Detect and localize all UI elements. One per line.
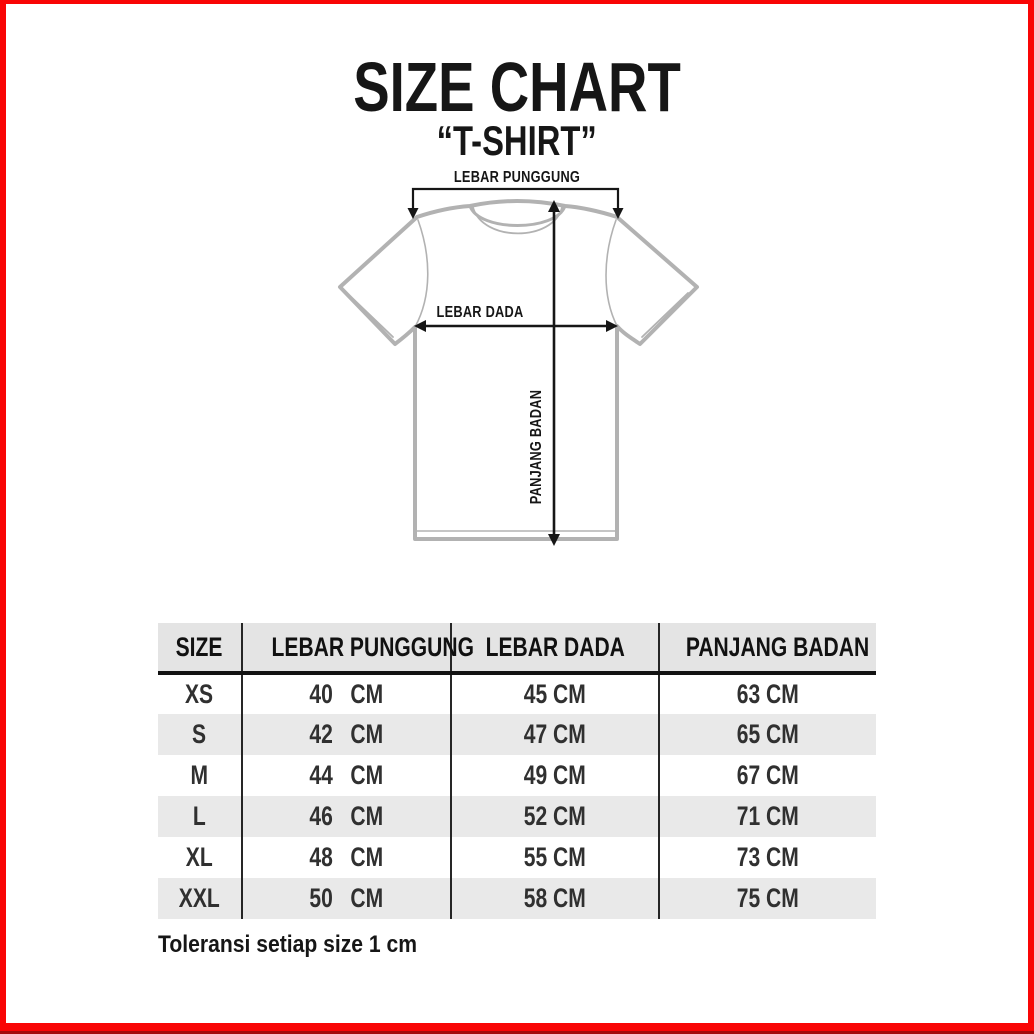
table-row-xxl: XXL 50 CM 58 CM 75 CM <box>158 878 876 919</box>
badan-cell: 71 CM <box>659 796 876 837</box>
length-arrowhead-top <box>547 200 560 212</box>
table-row-m: M 44 CM 49 CM 67 CM <box>158 755 876 796</box>
badan-cell: 65 CM <box>659 714 876 755</box>
size-table: SIZE LEBAR PUNGGUNG LEBAR DADA PANJANG B… <box>158 623 876 919</box>
size-cell: XL <box>158 837 243 878</box>
dada-cell: 47 CM <box>451 714 660 755</box>
size-cell: S <box>158 714 243 755</box>
chest-measure-label: LEBAR DADA <box>436 304 523 322</box>
page-subtitle: “T-SHIRT” <box>436 117 598 164</box>
tshirt-diagram-svg: LEBAR PUNGGUNG LEBAR DADA PANJANG BADAN <box>337 169 699 546</box>
tshirt-diagram: LEBAR PUNGGUNG LEBAR DADA PANJANG BADAN <box>6 164 1028 554</box>
badan-cell: 67 CM <box>736 760 800 790</box>
chest-arrowhead-left <box>413 320 426 332</box>
dada-cell: 45 CM <box>451 673 660 714</box>
page-title: SIZE CHART <box>353 48 681 126</box>
shoulder-measure-label: LEBAR PUNGGUNG <box>453 169 579 187</box>
dada-cell: 52 CM <box>451 796 660 837</box>
punggung-cell: 46 CM <box>242 796 452 837</box>
tolerance-note: Toleransi setiap size 1 cm <box>158 931 418 958</box>
table-row-xs: XS 40 CM 45 CM 63 CM <box>158 673 876 714</box>
shirt-outline <box>337 199 699 541</box>
badan-cell: 73 CM <box>736 842 800 872</box>
col-header-size: SIZE <box>158 623 243 675</box>
shoulder-arrowhead-left <box>407 208 418 219</box>
shoulder-measure-arrow <box>411 187 619 209</box>
length-measure-label: PANJANG BADAN <box>527 390 545 504</box>
bottom-edge-strip <box>0 1031 1034 1034</box>
col-header-panjang-badan: PANJANG BADAN <box>659 623 876 675</box>
length-arrowhead-bottom <box>547 534 560 546</box>
size-cell: M <box>158 755 243 796</box>
size-cell: XS <box>158 673 243 714</box>
punggung-cell: 50 CM <box>242 878 452 919</box>
dada-cell: 49 CM <box>451 755 660 796</box>
size-cell: XXL <box>158 878 243 919</box>
table-row-xl: XL 48 CM 55 CM 73 CM <box>158 837 876 878</box>
size-cell: L <box>158 796 243 837</box>
table-row-l: L 46 CM 52 CM 71 CM <box>158 796 876 837</box>
badan-cell: 75 CM <box>659 878 876 919</box>
dada-cell: 55 CM <box>451 837 660 878</box>
table-row-s: S 42 CM 47 CM 65 CM <box>158 714 876 755</box>
punggung-cell: 48 CM <box>242 837 452 878</box>
shoulder-arrowhead-right <box>612 208 623 219</box>
punggung-cell: 42 CM <box>242 714 452 755</box>
page-canvas: SIZE CHART “T-SHIRT” <box>6 4 1028 1023</box>
chest-arrowhead-right <box>605 320 618 332</box>
punggung-cell: 40 CM <box>242 673 452 714</box>
table-header-row: SIZE LEBAR PUNGGUNG LEBAR DADA PANJANG B… <box>158 623 876 675</box>
col-header-lebar-punggung: LEBAR PUNGGUNG <box>242 623 474 675</box>
dada-cell: 58 CM <box>451 878 660 919</box>
punggung-cell: 44 CM <box>242 755 452 796</box>
col-header-lebar-dada: LEBAR DADA <box>451 623 660 675</box>
badan-cell: 63 CM <box>736 679 800 709</box>
